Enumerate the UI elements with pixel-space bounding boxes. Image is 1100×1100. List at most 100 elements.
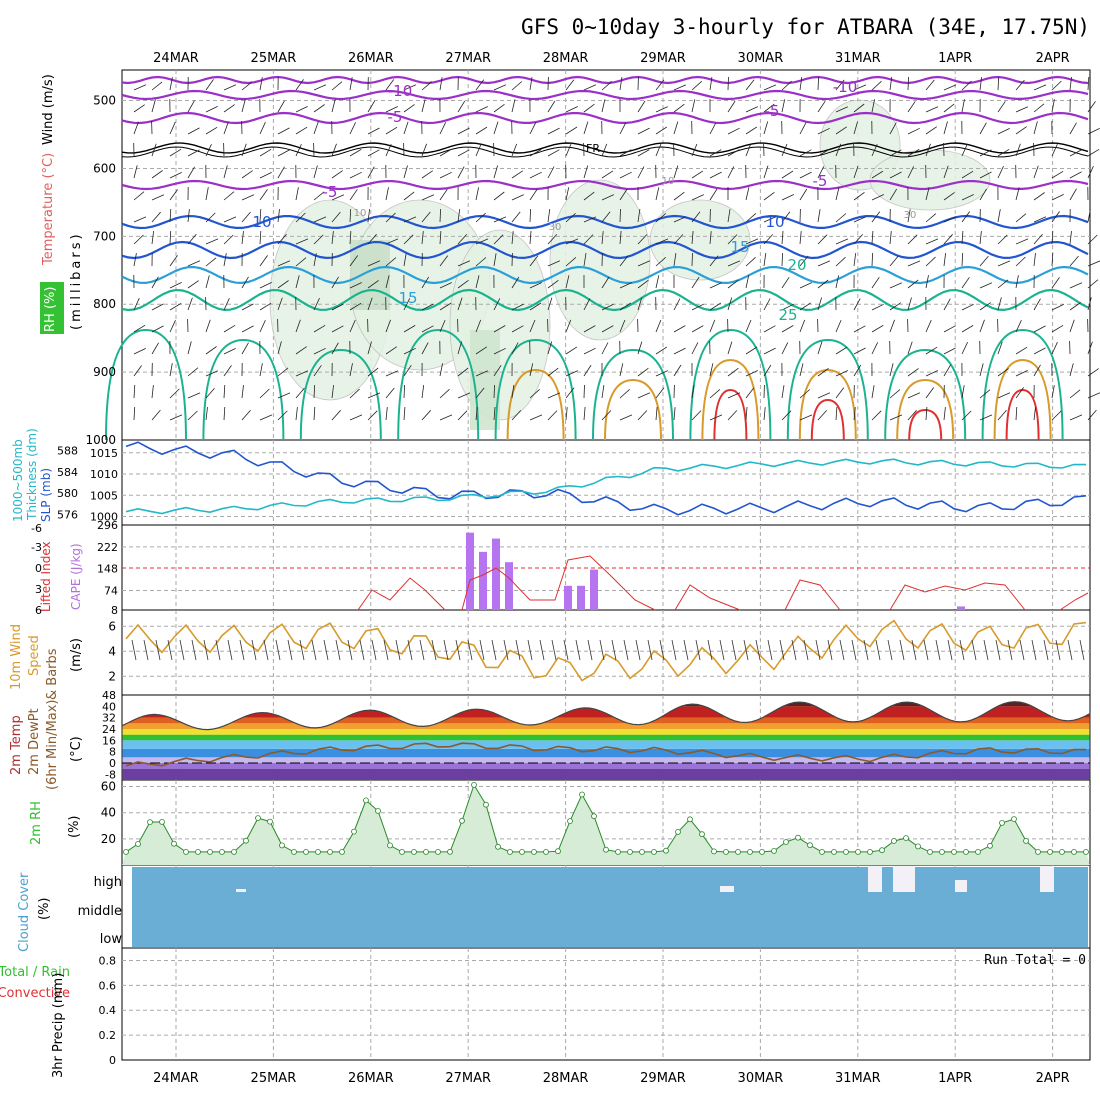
- wind-barb: [385, 238, 399, 245]
- wind-barb: [799, 282, 812, 289]
- cloud-gap: [868, 866, 882, 892]
- wind-barb: [547, 279, 559, 289]
- wind-barb: [529, 171, 542, 179]
- rh-point: [339, 849, 345, 855]
- wind-barb: [979, 122, 987, 135]
- wind-barb: [907, 127, 920, 135]
- wind-barb: [331, 342, 339, 355]
- wind-barb: [637, 166, 645, 179]
- wind-barb: [763, 364, 772, 377]
- precip-axis-label-1: Total / Rain: [0, 965, 70, 980]
- wind-barb: [439, 208, 441, 223]
- slp-tick: 1005: [90, 489, 118, 502]
- wind-barb: [529, 230, 532, 245]
- rh-point: [255, 815, 261, 821]
- rh-tick: 40: [101, 806, 116, 820]
- wind-barb: [385, 79, 395, 91]
- wind-barb: [1051, 230, 1054, 245]
- wind-barb: [745, 187, 750, 201]
- wind-barb: [817, 149, 830, 157]
- isotherm-label: 15: [730, 238, 749, 256]
- wind-barb: [403, 298, 411, 311]
- rh-axis-labels: 2m RH (%): [29, 801, 82, 845]
- rh-point: [867, 849, 873, 855]
- wind-barb: [709, 77, 713, 91]
- wind-barb: [799, 171, 812, 179]
- wind-barb: [169, 148, 182, 157]
- wind-barb: [1015, 79, 1025, 91]
- wind-barb: [295, 319, 301, 333]
- wind-barb: [799, 77, 803, 91]
- cape-tick: 296: [97, 519, 118, 532]
- wind-barb: [655, 346, 668, 355]
- wind-barb: [547, 234, 558, 245]
- wind-barb: [403, 384, 405, 399]
- wind-barb: [889, 149, 902, 157]
- wind-barb: [745, 346, 758, 355]
- wind-barb: [745, 406, 748, 421]
- temp-band: [122, 757, 1090, 763]
- wind-barb: [259, 414, 273, 421]
- surface-wind-barb: [251, 639, 257, 661]
- wind-barb: [925, 143, 931, 157]
- wind-barb: [691, 342, 699, 355]
- wind-barb: [151, 342, 159, 355]
- wind-barb: [511, 81, 523, 91]
- surface-wind-barb: [851, 639, 857, 661]
- wind-barb: [223, 298, 230, 311]
- rh-point: [231, 849, 237, 855]
- wind-barb: [637, 279, 649, 289]
- cape-tick: 148: [97, 563, 118, 576]
- rh-point: [651, 849, 657, 855]
- rh-point: [747, 849, 753, 855]
- rh-point: [951, 849, 957, 855]
- panel-frame: [121, 947, 1091, 1061]
- wind-barb: [259, 148, 272, 157]
- wind-barb: [133, 365, 142, 377]
- wind-barb: [349, 122, 356, 135]
- wind-barb: [691, 143, 698, 157]
- wind-barb: [313, 234, 324, 245]
- wind-axis-unit: (m/s): [69, 638, 84, 672]
- upper-air-labels: Wind (m/s) Temperature (°C) RH (%) (mill…: [40, 74, 84, 334]
- wind-barb: [295, 212, 306, 223]
- wind-barb: [439, 319, 446, 333]
- wind-barb: [601, 143, 608, 157]
- wind-barb: [349, 149, 362, 157]
- wind-barb: [745, 387, 755, 399]
- wind-barb: [871, 80, 882, 91]
- wind-barb: [1069, 319, 1075, 333]
- wind-barb: [961, 194, 974, 201]
- surface-wind-barb: [959, 639, 965, 661]
- wind-barb: [493, 191, 505, 201]
- wind-barb: [781, 170, 794, 179]
- wind-axis-labels: 10m Wind Speed & Barbs (m/s): [9, 624, 84, 700]
- wind-barb: [961, 80, 972, 91]
- surface-wind-barb: [731, 639, 737, 661]
- wind-barb: [421, 99, 426, 113]
- cape-tick: 8: [111, 604, 118, 617]
- wind-barb: [889, 282, 903, 289]
- cloud-gap: [893, 866, 915, 892]
- wind-barb: [781, 211, 791, 223]
- wind-barb: [295, 187, 299, 201]
- wind-barb: [871, 170, 884, 179]
- surface-wind-barb: [215, 639, 221, 661]
- wind-barb: [1087, 166, 1094, 179]
- wind-barb: [403, 364, 412, 377]
- wind-barb: [673, 325, 686, 333]
- wind-barb: [691, 211, 701, 223]
- wind-barb: [691, 170, 704, 179]
- wind-barb: [907, 166, 915, 179]
- wind-barb: [439, 122, 447, 135]
- isotherm-30-lobe: [701, 358, 760, 441]
- wind-barb: [763, 298, 771, 311]
- wind-barb: [727, 234, 738, 245]
- wind-barb: [655, 257, 666, 267]
- cape-bar: [505, 562, 513, 610]
- wind-barb: [1015, 143, 1021, 157]
- rh-point: [243, 837, 249, 844]
- wind-barb: [889, 231, 892, 245]
- wind-barb: [619, 77, 623, 91]
- wind-barb: [637, 149, 650, 157]
